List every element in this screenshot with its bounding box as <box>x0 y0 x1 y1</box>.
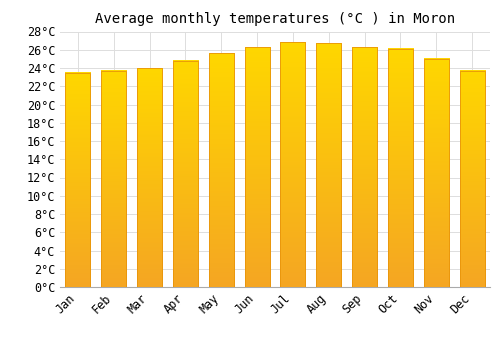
Bar <box>460 71 484 287</box>
Bar <box>101 71 126 287</box>
Bar <box>388 49 413 287</box>
Bar <box>316 43 342 287</box>
Bar <box>352 47 377 287</box>
Bar <box>208 54 234 287</box>
Bar <box>137 68 162 287</box>
Bar <box>244 47 270 287</box>
Bar <box>66 72 90 287</box>
Bar <box>280 42 305 287</box>
Bar <box>424 59 449 287</box>
Bar <box>173 61 198 287</box>
Title: Average monthly temperatures (°C ) in Moron: Average monthly temperatures (°C ) in Mo… <box>95 12 455 26</box>
